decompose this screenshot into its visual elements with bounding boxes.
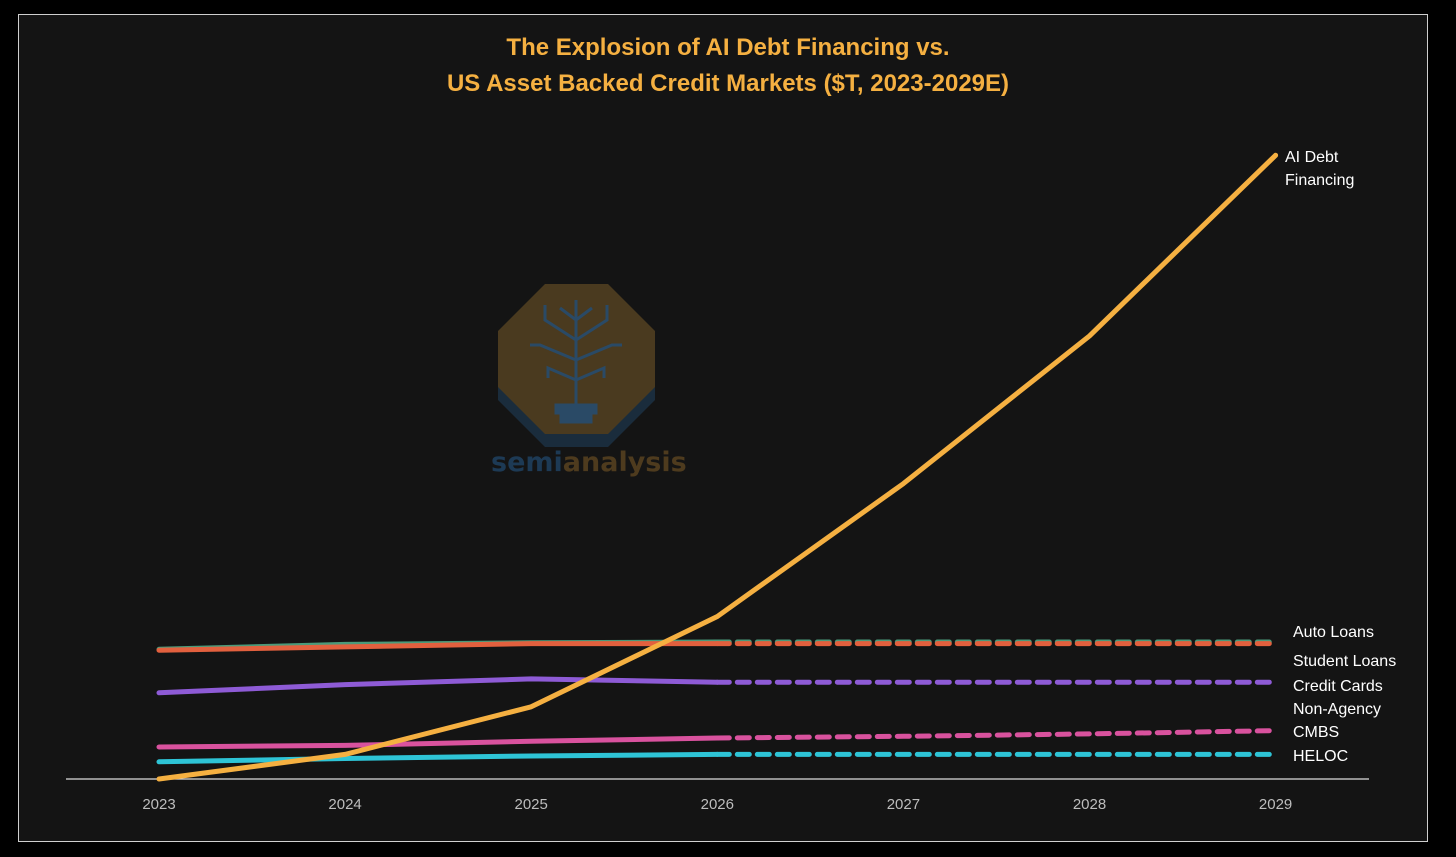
watermark-text: semianalysis (491, 447, 687, 478)
series-label-ai-debt-financing: AI Debt Financing (1285, 149, 1354, 189)
x-tick-label-2025: 2025 (515, 796, 548, 813)
x-tick-label-2023: 2023 (142, 796, 175, 813)
chart-title: The Explosion of AI Debt Financing vs. U… (0, 30, 1456, 102)
series-label-student-loans: Student Loans (1293, 653, 1396, 670)
series-label-non-agency-cmbs: Non-Agency CMBS (1293, 701, 1381, 741)
series-heloc (156, 751, 1279, 765)
series-credit-cards (156, 676, 1279, 696)
line-ai-debt-financing-actual (156, 152, 1279, 782)
chart-title-line-2: US Asset Backed Credit Markets ($T, 2023… (446, 70, 1010, 97)
line-non-agency-cmbs-projected (714, 728, 1279, 741)
series-label-auto-loans: Auto Loans (1293, 624, 1374, 641)
chart-panel (18, 14, 1428, 842)
series-label-credit-cards: Credit Cards (1293, 678, 1383, 695)
x-axis-ticks: 2023 2024 2025 2026 2027 2028 2029 (142, 796, 1292, 813)
tree-lightbulb-icon (530, 300, 622, 424)
line-non-agency-cmbs-actual (156, 735, 720, 750)
x-tick-label-2029: 2029 (1259, 796, 1292, 813)
line-student-loans-actual (156, 641, 720, 653)
series-layer (156, 152, 1279, 782)
x-tick-label-2026: 2026 (701, 796, 734, 813)
series-label-heloc: HELOC (1293, 748, 1348, 765)
line-credit-cards-actual (156, 676, 720, 696)
watermark: semianalysis (491, 284, 687, 478)
x-tick-label-2024: 2024 (328, 796, 361, 813)
x-tick-label-2027: 2027 (887, 796, 920, 813)
x-tick-label-2028: 2028 (1073, 796, 1106, 813)
series-non-agency-cmbs (156, 728, 1279, 750)
series-ai-debt-financing (156, 152, 1279, 782)
chart-title-line-1: The Explosion of AI Debt Financing vs. (506, 34, 950, 61)
line-heloc-actual (156, 751, 720, 765)
series-labels: AI Debt Financing Auto Loans Student Loans C… (1285, 149, 1396, 765)
series-student-loans (156, 641, 1279, 653)
